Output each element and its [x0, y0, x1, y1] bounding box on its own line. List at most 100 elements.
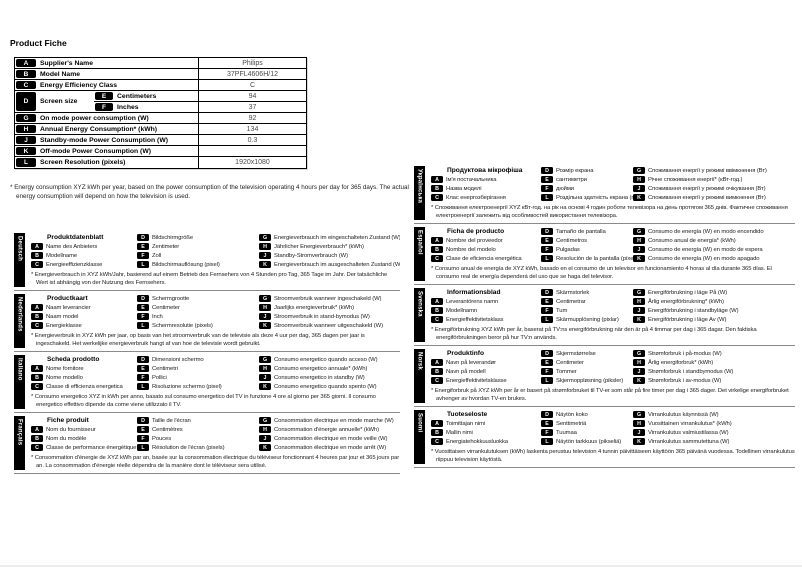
item-j: J Energiförbrukning i standbyläge (W)	[633, 306, 795, 315]
key-badge-j: J	[259, 435, 271, 442]
item-label: Consumo anual de energía* (kWh)	[648, 237, 736, 244]
key-badge-k: K	[633, 316, 645, 323]
key-badge-g: G	[633, 228, 645, 235]
key-badge-l: L	[541, 255, 553, 262]
section-body: Ficha de producto A Nombre del proveedor …	[431, 227, 795, 281]
item-k: K Virrankulutus sammutettuna (W)	[633, 437, 795, 446]
key-badge-h: H	[259, 304, 271, 311]
item-label: Årlig energiförbrukning* (kWh)	[648, 298, 724, 305]
section-footnote: * Energiforbruk på XYZ kWh per år er bas…	[431, 388, 789, 402]
key-badge-a: A	[31, 304, 43, 311]
row-label: Off-mode Power Consumption (W)	[40, 147, 152, 155]
item-label: Consumo energetico quando spento (W)	[274, 383, 377, 390]
key-badge-d: D	[541, 411, 553, 418]
item-label: Energiförbrukning i läge Av (W)	[648, 316, 727, 323]
key-badge-b: B	[31, 313, 43, 320]
item-label: Consumo de energía (W) en modo encendido	[648, 228, 764, 235]
key-badge-f: F	[137, 374, 149, 381]
key-badge-b: B	[31, 435, 43, 442]
item-g: G Strømforbruk i på-modus (W)	[633, 349, 795, 358]
item-f: F Pouces	[137, 434, 259, 443]
key-badge-h: H	[633, 176, 645, 183]
item-label: Nom du fournisseur	[46, 426, 96, 433]
item-f: F Tum	[541, 306, 633, 315]
item-b: B Nome modello	[31, 373, 137, 382]
item-b: B Nombre del modelo	[431, 245, 541, 254]
row-label: Model Name	[40, 70, 81, 78]
item-c: C Energiatehokkuusluokka	[431, 437, 541, 446]
item-c: C Energieklasse	[31, 321, 137, 330]
key-badge-j: J	[16, 136, 36, 144]
item-h: H Jaarlijks energieverbruik* (kWh)	[259, 303, 400, 312]
language-label: Italiano	[16, 358, 23, 381]
product-fiche-table: A Supplier's Name Philips B Model Name 3…	[14, 57, 307, 169]
item-g: G Consommation électrique en mode marche …	[259, 416, 400, 425]
item-j: J Virrankulutus valmiustilassa (W)	[633, 428, 795, 437]
key-badge-c: C	[431, 255, 443, 262]
row-value: C	[198, 80, 306, 90]
key-badge-h: H	[633, 298, 645, 305]
key-badge-l: L	[541, 194, 553, 201]
key-badge-c: C	[431, 194, 443, 201]
item-b: B Modellname	[31, 251, 137, 260]
language-tab: Українська	[414, 166, 425, 220]
item-k: K Consommation électrique en mode arrêt (…	[259, 443, 400, 452]
key-badge-k: K	[633, 377, 645, 384]
row-value: 0.3	[198, 135, 306, 145]
item-label: Centimeter	[152, 304, 180, 311]
item-f: F Pulgadas	[541, 245, 633, 254]
table-row-energy-class: C Energy Efficiency Class C	[15, 80, 306, 91]
item-label: Споживання енергії у режимі очікування (…	[648, 185, 766, 192]
item-label: Tommer	[556, 368, 577, 375]
item-j: J Standby-Stromverbrauch (W)	[259, 251, 400, 260]
table-row-off-mode-power: K Off-mode Power Consumption (W)	[15, 146, 306, 157]
key-badge-c: C	[16, 81, 36, 89]
item-label: Modellnamn	[446, 307, 478, 314]
item-label: Centimeter	[556, 359, 584, 366]
page-title: Product Fiche	[10, 38, 67, 48]
item-label: Ім'я постачальника	[446, 176, 497, 183]
item-label: Centimetrar	[556, 298, 586, 305]
key-badge-k: K	[633, 255, 645, 262]
item-a: A Nombre del proveedor	[431, 236, 541, 245]
item-j: J Споживання енергії у режимі очікування …	[633, 184, 795, 193]
key-badge-h: H	[259, 243, 271, 250]
item-label: Classe di efficienza energetica	[46, 383, 123, 390]
key-badge-d: D	[137, 234, 149, 241]
item-label: Virrankulutus sammutettuna (W)	[648, 438, 730, 445]
item-label: Consumo energetico annuale* (kWh)	[274, 365, 368, 372]
item-label: Naam leverancier	[46, 304, 91, 311]
row-label: Supplier's Name	[40, 59, 93, 67]
item-d: D Bildschirmgröße	[137, 233, 259, 242]
item-h: H Consommation d'énergie annuelle* (kWh)	[259, 425, 400, 434]
section-footnote: * Consommation d'énergie de XYZ kWh par …	[31, 455, 400, 469]
item-label: Consommation d'énergie annuelle* (kWh)	[274, 426, 380, 433]
key-badge-c: C	[431, 438, 443, 445]
row-value: 134	[198, 124, 306, 134]
item-label: Virrankulutus valmiustilassa (W)	[648, 429, 729, 436]
language-tab: Svenska	[414, 288, 425, 342]
item-label: дюйми	[556, 185, 574, 192]
item-c: C Classe de performance énergétique	[31, 443, 137, 452]
section-title: Produktinfo	[447, 350, 484, 357]
key-badge-f: F	[95, 103, 113, 111]
section-title: Scheda prodotto	[47, 356, 100, 363]
item-a: A Leverantörens namn	[431, 297, 541, 306]
key-badge-k: K	[633, 194, 645, 201]
key-badge-l: L	[137, 322, 149, 329]
language-tab: Italiano	[14, 355, 25, 409]
key-badge-a: A	[31, 243, 43, 250]
section-footnote: * Energieverbrauch in XYZ kWh/Jahr, basi…	[31, 272, 388, 286]
item-g: G Consumo de energía (W) en modo encendid…	[633, 227, 795, 236]
section-footnote: * Energieverbruik in XYZ kWh per jaar, o…	[31, 333, 365, 347]
item-label: Strømforbruk i standbymodus (W)	[648, 368, 734, 375]
section-body: Tuoteseloste A Toimittajan nimi B Mallin n…	[431, 410, 795, 464]
item-l: L Bildschirmauflösung (pixel)	[137, 260, 259, 269]
table-row-on-mode-power: G On mode power consumption (W) 92	[15, 113, 306, 124]
language-label: Nederlands	[16, 297, 23, 332]
row-label: Energy Efficiency Class	[40, 81, 118, 89]
item-c: C Clase de eficiencia energética	[431, 254, 541, 263]
item-label: Skjermstørrelse	[556, 350, 596, 357]
